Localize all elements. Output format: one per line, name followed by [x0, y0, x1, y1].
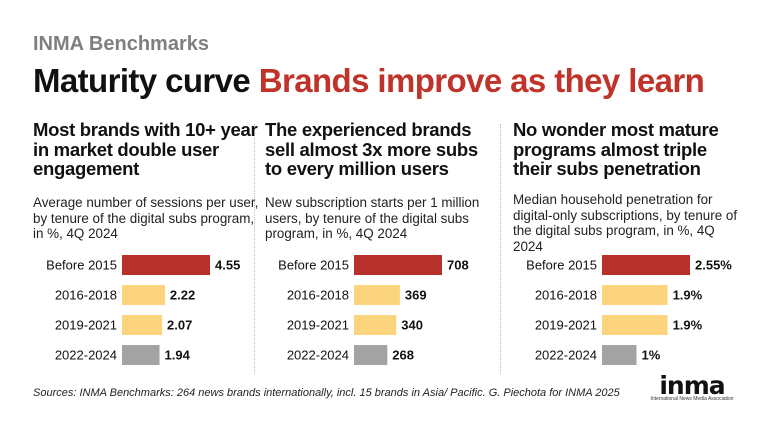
bar: [602, 255, 690, 275]
logo-subtitle: International News Media Association: [650, 396, 734, 402]
category-label: 2019-2021: [55, 318, 117, 333]
bar: [122, 285, 165, 305]
panel-title: The experienced brands sell almost 3x mo…: [265, 119, 478, 179]
category-label: 2016-2018: [55, 288, 117, 303]
value-label: 4.55: [215, 258, 240, 273]
category-label: 2016-2018: [535, 288, 597, 303]
value-label: 1.9%: [673, 318, 703, 333]
panel-title: Most brands with 10+ year in market doub…: [33, 119, 258, 179]
logo-mark: inma: [659, 371, 725, 400]
value-label: 369: [405, 288, 427, 303]
panel-description: Average number of sessions per user, by …: [33, 195, 259, 241]
bar: [602, 315, 668, 335]
value-label: 1%: [642, 348, 661, 363]
penetration-bar-chart: Before 2015 2.55% 2016-2018 1.9% 2019-2021 1.…: [526, 255, 732, 365]
category-label: Before 2015: [46, 258, 117, 273]
bar: [122, 315, 163, 335]
value-label: 2.22: [170, 288, 195, 303]
category-label: 2016-2018: [287, 288, 349, 303]
bar: [354, 315, 397, 335]
category-label: 2022-2024: [535, 348, 597, 363]
value-label: 340: [401, 318, 423, 333]
value-label: 268: [392, 348, 414, 363]
panel-divider: [254, 124, 255, 374]
bar: [122, 345, 160, 365]
value-label: 2.55%: [695, 258, 732, 273]
panel-engagement: Most brands with 10+ year in market doub…: [33, 120, 261, 382]
bar: [354, 345, 388, 365]
panel-title: No wonder most mature programs almost tr…: [513, 119, 719, 179]
value-label: 2.07: [167, 318, 192, 333]
panel-subscription-starts: The experienced brands sell almost 3x mo…: [265, 120, 493, 382]
bar: [354, 285, 400, 305]
value-label: 1.94: [165, 348, 191, 363]
bar: [354, 255, 442, 275]
headline-black: Maturity curve: [33, 62, 251, 99]
value-label: 1.9%: [673, 288, 703, 303]
bar: [602, 345, 637, 365]
category-label: 2022-2024: [55, 348, 117, 363]
bar: [122, 255, 210, 275]
panel-penetration: No wonder most mature programs almost tr…: [513, 120, 741, 382]
subscription-starts-bar-chart: Before 2015 708 2016-2018 369 2019-2021 340 20…: [278, 255, 469, 365]
engagement-bar-chart: Before 2015 4.55 2016-2018 2.22 2019-2021 2.0…: [46, 255, 240, 365]
panel-divider: [500, 124, 501, 374]
headline-red: Brands improve as they learn: [258, 62, 705, 99]
category-label: 2022-2024: [287, 348, 349, 363]
panel-description: Median household penetration for digital…: [513, 192, 738, 254]
headline: Maturity curve Brands improve as they le…: [33, 62, 705, 100]
bar: [602, 285, 668, 305]
inma-logo: inma International News Media Associatio…: [647, 371, 737, 402]
panel-description: New subscription starts per 1 million us…: [265, 195, 480, 241]
category-label: 2019-2021: [287, 318, 349, 333]
category-label: Before 2015: [278, 258, 349, 273]
source-footnote: Sources: INMA Benchmarks: 264 news brand…: [33, 387, 620, 399]
category-label: 2019-2021: [535, 318, 597, 333]
kicker: INMA Benchmarks: [33, 33, 209, 55]
category-label: Before 2015: [526, 258, 597, 273]
value-label: 708: [447, 258, 469, 273]
